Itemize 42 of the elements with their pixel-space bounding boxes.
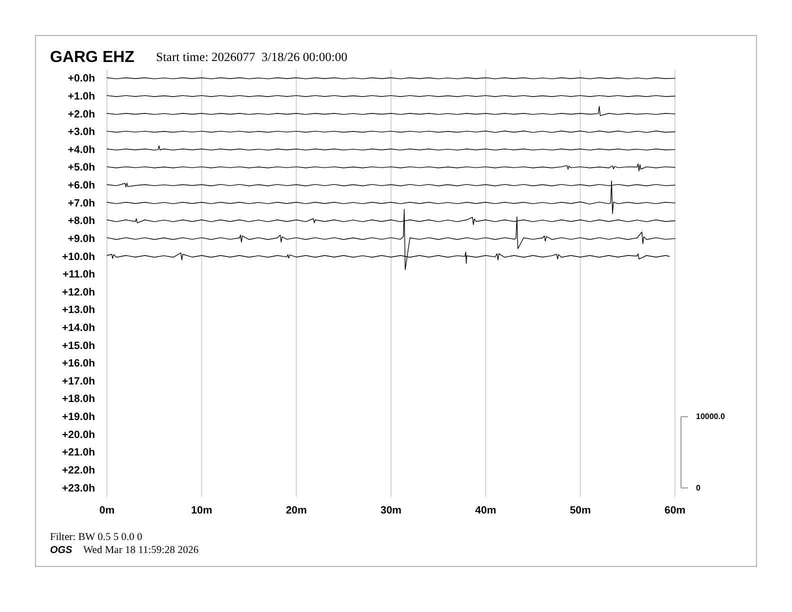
y-tick-label: +14.0h bbox=[62, 322, 95, 334]
x-tick-label: 40m bbox=[475, 504, 496, 516]
y-tick-label: +20.0h bbox=[62, 428, 95, 441]
chart-title: GARG EHZ bbox=[50, 49, 135, 66]
y-tick-label: +3.0h bbox=[68, 126, 95, 138]
y-tick-label: +10.0h bbox=[62, 250, 95, 263]
y-tick-label: +5.0h bbox=[68, 162, 95, 174]
y-tick-label: +9.0h bbox=[68, 232, 95, 245]
y-tick-label: +19.0h bbox=[62, 411, 95, 424]
x-tick-label: 20m bbox=[286, 504, 307, 516]
y2-tick-label: 0 bbox=[696, 483, 701, 492]
x-tick-label: 50m bbox=[570, 504, 591, 516]
y-tick-label: +23.0h bbox=[62, 482, 95, 494]
y-tick-label: +12.0h bbox=[62, 286, 95, 298]
line-series bbox=[106, 208, 676, 270]
y-tick-label: +22.0h bbox=[62, 464, 95, 476]
y-tick-label: +0.0h bbox=[68, 72, 95, 85]
y-tick-label: +6.0h bbox=[68, 180, 95, 192]
text: Filter: BW 0.5 5 0.0 0 bbox=[50, 532, 142, 543]
y-tick-label: +1.0h bbox=[68, 90, 95, 102]
y-tick-label: +7.0h bbox=[68, 197, 95, 210]
x-tick-label: 0m bbox=[99, 504, 115, 516]
y-tick-label: +21.0h bbox=[62, 446, 95, 459]
y-tick-label: +8.0h bbox=[68, 215, 95, 228]
line-series bbox=[106, 180, 676, 214]
x-tick-label: 30m bbox=[380, 504, 402, 516]
x-tick-label: 60m bbox=[664, 504, 686, 516]
text: Wed Mar 18 11:59:28 2026 bbox=[83, 545, 199, 556]
x-tick-label: 10m bbox=[191, 504, 212, 516]
y-tick-label: +13.0h bbox=[62, 304, 95, 316]
y-tick-label: +15.0h bbox=[62, 340, 95, 352]
y-tick-label: +11.0h bbox=[62, 268, 95, 281]
line-series bbox=[106, 163, 676, 172]
y-tick-label: +17.0h bbox=[62, 375, 95, 388]
y2-tick-label: 10000.0 bbox=[696, 412, 726, 422]
line-series bbox=[106, 106, 676, 116]
text: OGS bbox=[50, 545, 73, 556]
y-tick-label: +18.0h bbox=[62, 393, 95, 406]
y-tick-label: +2.0h bbox=[68, 108, 95, 120]
y-tick-label: +16.0h bbox=[62, 358, 95, 370]
y-tick-label: +4.0h bbox=[68, 144, 95, 156]
chart-subtitle: Start time: 2026077 3/18/26 00:00:00 bbox=[156, 50, 348, 64]
